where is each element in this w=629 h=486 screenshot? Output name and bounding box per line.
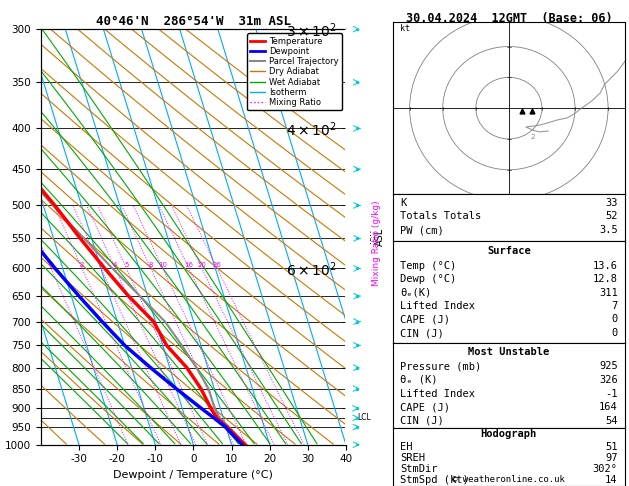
Text: 2: 2 bbox=[80, 262, 84, 268]
Y-axis label: km
ASL: km ASL bbox=[364, 228, 385, 246]
Text: Temp (°C): Temp (°C) bbox=[400, 261, 456, 271]
Text: kt: kt bbox=[400, 24, 409, 33]
Text: Lifted Index: Lifted Index bbox=[400, 301, 475, 311]
Text: LCL: LCL bbox=[357, 413, 371, 422]
Title: 40°46'N  286°54'W  31m ASL: 40°46'N 286°54'W 31m ASL bbox=[96, 15, 291, 28]
Text: 8: 8 bbox=[148, 262, 153, 268]
Y-axis label: hPa: hPa bbox=[0, 227, 3, 247]
Text: 16: 16 bbox=[184, 262, 194, 268]
Text: StmDir: StmDir bbox=[400, 464, 438, 474]
Text: 2: 2 bbox=[530, 134, 535, 140]
Text: θₑ(K): θₑ(K) bbox=[400, 288, 431, 297]
Text: 0: 0 bbox=[611, 329, 618, 338]
Text: SREH: SREH bbox=[400, 453, 425, 463]
Text: Hodograph: Hodograph bbox=[481, 430, 537, 439]
Text: 54: 54 bbox=[605, 416, 618, 426]
Text: -1: -1 bbox=[605, 389, 618, 399]
Text: Lifted Index: Lifted Index bbox=[400, 389, 475, 399]
Legend: Temperature, Dewpoint, Parcel Trajectory, Dry Adiabat, Wet Adiabat, Isotherm, Mi: Temperature, Dewpoint, Parcel Trajectory… bbox=[247, 34, 342, 110]
Text: 326: 326 bbox=[599, 375, 618, 385]
Text: © weatheronline.co.uk: © weatheronline.co.uk bbox=[452, 474, 565, 484]
Text: 97: 97 bbox=[605, 453, 618, 463]
Text: 3.5: 3.5 bbox=[599, 226, 618, 235]
Text: 7: 7 bbox=[611, 301, 618, 311]
Text: 1: 1 bbox=[49, 262, 53, 268]
Text: θₑ (K): θₑ (K) bbox=[400, 375, 438, 385]
Text: 4: 4 bbox=[113, 262, 118, 268]
Text: Totals Totals: Totals Totals bbox=[400, 211, 481, 222]
Text: Mixing Ratio (g/kg): Mixing Ratio (g/kg) bbox=[372, 200, 381, 286]
X-axis label: Dewpoint / Temperature (°C): Dewpoint / Temperature (°C) bbox=[113, 470, 274, 480]
Text: CAPE (J): CAPE (J) bbox=[400, 314, 450, 324]
Text: 26: 26 bbox=[213, 262, 221, 268]
Text: 52: 52 bbox=[605, 211, 618, 222]
Text: K: K bbox=[400, 198, 406, 208]
Text: 14: 14 bbox=[605, 475, 618, 485]
Text: 12.8: 12.8 bbox=[593, 274, 618, 284]
Text: StmSpd (kt): StmSpd (kt) bbox=[400, 475, 469, 485]
Text: 3: 3 bbox=[99, 262, 103, 268]
Text: Dewp (°C): Dewp (°C) bbox=[400, 274, 456, 284]
Text: 30.04.2024  12GMT  (Base: 06): 30.04.2024 12GMT (Base: 06) bbox=[406, 12, 612, 25]
Text: 302°: 302° bbox=[593, 464, 618, 474]
Text: 13.6: 13.6 bbox=[593, 261, 618, 271]
Text: 925: 925 bbox=[599, 362, 618, 371]
Text: 311: 311 bbox=[599, 288, 618, 297]
Text: 33: 33 bbox=[605, 198, 618, 208]
Text: 20: 20 bbox=[198, 262, 206, 268]
Text: 164: 164 bbox=[599, 402, 618, 412]
Text: 51: 51 bbox=[605, 442, 618, 451]
Text: Surface: Surface bbox=[487, 246, 531, 256]
Text: CIN (J): CIN (J) bbox=[400, 329, 444, 338]
Text: Most Unstable: Most Unstable bbox=[468, 347, 550, 357]
Text: EH: EH bbox=[400, 442, 413, 451]
Text: 10: 10 bbox=[159, 262, 167, 268]
Text: Pressure (mb): Pressure (mb) bbox=[400, 362, 481, 371]
Text: 0: 0 bbox=[611, 314, 618, 324]
Text: 5: 5 bbox=[124, 262, 128, 268]
Text: CIN (J): CIN (J) bbox=[400, 416, 444, 426]
Text: CAPE (J): CAPE (J) bbox=[400, 402, 450, 412]
Text: PW (cm): PW (cm) bbox=[400, 226, 444, 235]
